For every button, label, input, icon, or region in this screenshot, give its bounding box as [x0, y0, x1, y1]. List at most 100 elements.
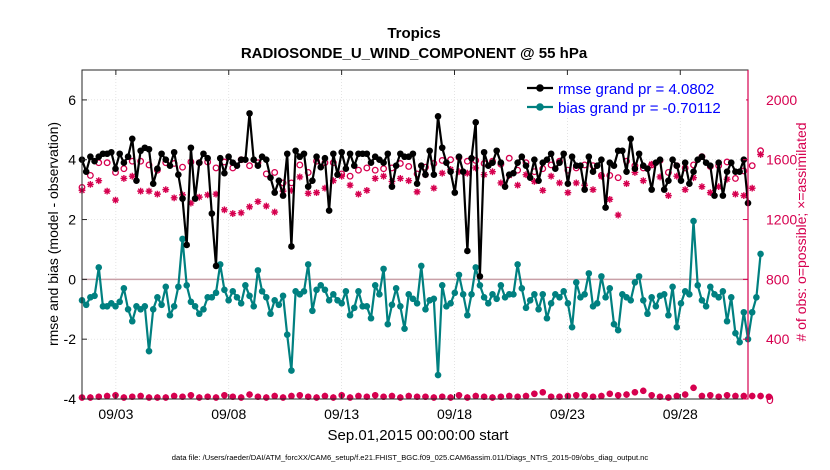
obs-near-zero-mark [162, 394, 169, 401]
obs-possible-point [271, 168, 279, 176]
obs-near-zero-mark [120, 394, 128, 401]
bias-point [128, 317, 136, 325]
rmse-point [455, 153, 463, 161]
y-tick-label: 6 [68, 92, 76, 108]
rmse-point [715, 159, 722, 167]
rmse-point [200, 150, 207, 158]
bias-point [229, 288, 237, 295]
rmse-point [707, 162, 714, 170]
bias-point [384, 320, 392, 328]
bias-point [648, 294, 655, 301]
bias-point [627, 297, 635, 304]
bias-point [363, 302, 371, 310]
bias-point [397, 302, 404, 310]
rmse-point [568, 153, 576, 161]
rmse-point [430, 171, 438, 178]
bias-point [350, 304, 358, 312]
bias-point [376, 291, 383, 298]
obs-near-zero-mark [145, 394, 153, 401]
obs-near-zero-mark [279, 394, 287, 401]
obs-near-zero-mark [464, 394, 471, 401]
rmse-point [212, 262, 220, 270]
rmse-point [497, 159, 505, 167]
obs-assimilated-point [648, 160, 656, 168]
rmse-point [242, 156, 249, 164]
rmse-point [543, 156, 551, 164]
bias-point [702, 302, 710, 310]
obs-assimilated-point [338, 172, 346, 180]
rmse-point [518, 153, 526, 161]
rmse-point [413, 180, 421, 187]
y2-tick-label: 0 [766, 391, 774, 407]
rmse-point [426, 147, 433, 155]
bias-point [413, 299, 421, 307]
bias-point [225, 297, 232, 304]
y2-tick-label: 1200 [766, 212, 797, 228]
bias-point [392, 285, 400, 292]
rmse-point [158, 150, 165, 158]
rmse-point [183, 241, 191, 249]
bias-point [367, 314, 375, 322]
bias-point [489, 291, 496, 298]
rmse-point [577, 162, 584, 170]
rmse-point [154, 165, 161, 172]
rmse-point [263, 156, 270, 164]
obs-assimilated-point [120, 175, 128, 182]
bias-point [409, 295, 417, 303]
rmse-point [91, 157, 98, 165]
obs-near-zero-mark [732, 392, 739, 400]
bias-point [317, 282, 325, 289]
y-tick-label: -2 [64, 331, 77, 347]
bias-point [652, 302, 660, 310]
bias-point [535, 305, 542, 313]
rmse-point [82, 168, 90, 175]
bias-point [279, 292, 287, 300]
obs-near-zero-mark [539, 389, 546, 396]
rmse-point [451, 189, 459, 196]
obs-assimilated-point [673, 172, 681, 180]
obs-near-zero-mark [631, 389, 639, 396]
obs-assimilated-point [639, 177, 647, 185]
bias-point [187, 298, 195, 306]
bias-point [422, 305, 429, 313]
bias-point [673, 323, 681, 331]
bias-point [476, 282, 484, 289]
obs-assimilated-point [489, 168, 496, 176]
rmse-point [120, 159, 128, 167]
rmse-point [279, 192, 287, 199]
rmse-point [648, 186, 655, 193]
obs-assimilated-point [271, 208, 279, 216]
bias-point [388, 301, 396, 309]
rmse-point [170, 148, 178, 156]
bias-point [371, 282, 379, 289]
rmse-point [392, 162, 400, 170]
obs-near-zero-mark [690, 384, 697, 391]
obs-assimilated-point [153, 190, 161, 198]
obs-assimilated-point [86, 181, 94, 188]
rmse-point [552, 165, 559, 172]
x-tick-label: 09/18 [437, 406, 472, 422]
obs-near-zero-mark [447, 394, 454, 401]
obs-near-zero-mark [187, 392, 195, 399]
chart-title: Tropics [387, 25, 440, 42]
rmse-point [514, 159, 521, 167]
obs-near-zero-mark [271, 392, 278, 400]
x-tick-label: 09/13 [324, 406, 359, 422]
obs-assimilated-point [606, 195, 614, 203]
y-tick-label: 0 [68, 271, 76, 287]
obs-near-zero-mark [346, 394, 354, 401]
bias-point [748, 308, 756, 316]
bias-point [430, 295, 438, 303]
bias-point [221, 286, 228, 294]
bias-point [644, 310, 651, 318]
rmse-point [598, 156, 605, 164]
obs-possible-point [179, 163, 186, 171]
obs-assimilated-point [614, 211, 622, 219]
obs-assimilated-point [430, 184, 438, 192]
bias-point [183, 282, 191, 289]
bias-point [254, 267, 262, 274]
rmse-point [531, 156, 538, 164]
obs-assimilated-point [288, 186, 295, 194]
obs-near-zero-mark [606, 390, 613, 397]
bias-point [635, 273, 643, 280]
